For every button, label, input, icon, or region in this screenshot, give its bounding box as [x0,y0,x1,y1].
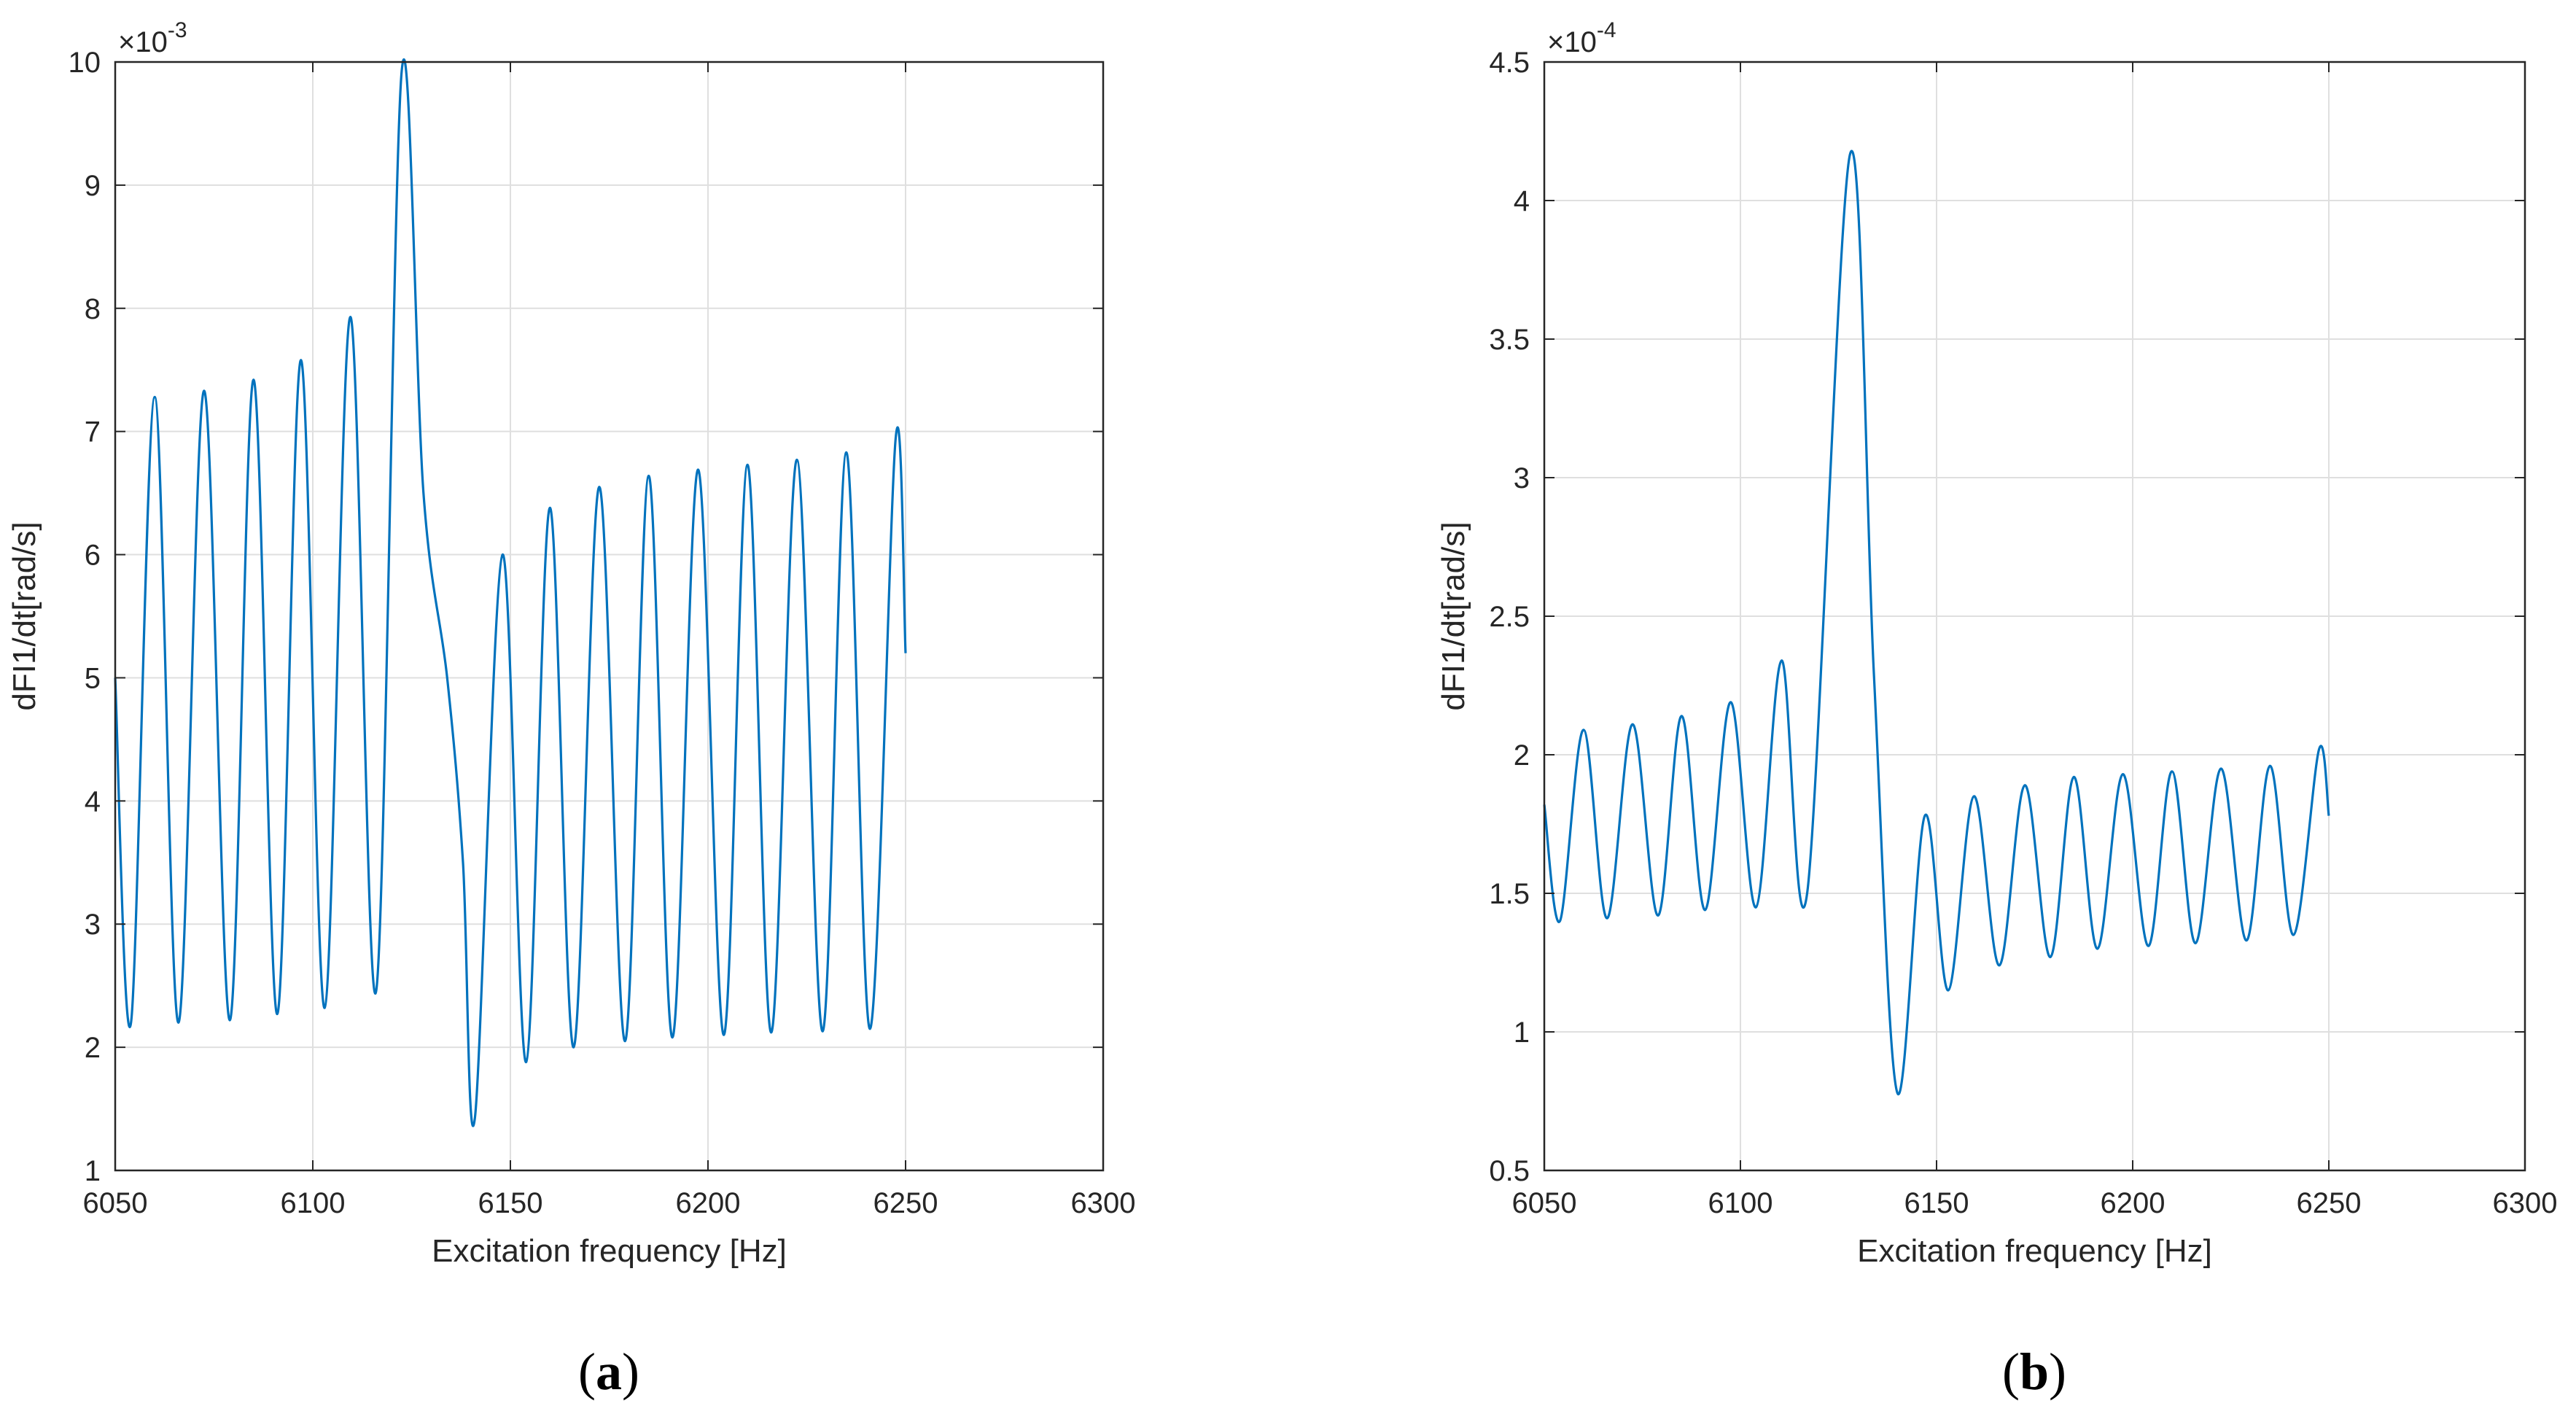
caption-close-paren: ) [2049,1343,2066,1401]
y-tick-label: 10 [69,47,101,79]
x-tick-label: 6050 [1512,1187,1577,1219]
y-exponent-label: ×10-4 [1547,18,1616,58]
y-exponent-base: ×10 [1547,26,1597,58]
y-tick-label: 2 [1514,739,1530,772]
y-tick-label: 4 [1514,185,1530,217]
caption-open-paren: ( [2002,1343,2020,1401]
x-axis-label: Excitation frequency [Hz] [1857,1233,2212,1269]
y-tick-label: 1.5 [1489,878,1530,910]
axes-box [114,61,1105,1172]
panel-caption: (a) [578,1343,639,1401]
x-tick-label: 6150 [1904,1187,1969,1219]
y-axis-label: dFI1/dt[rad/s] [1436,521,1471,710]
y-exponent-label: ×10-3 [118,18,187,58]
y-tick-label: 9 [85,170,101,202]
x-tick-label: 6050 [83,1187,148,1219]
y-tick-label: 1 [85,1155,101,1187]
y-exponent-base: ×10 [118,26,168,58]
ticks: 6050 6100 6150 6200 6250 6300 0.5 1 1.5 2 2.5 3 3.5 4… [1489,47,2557,1219]
y-tick-label: 4.5 [1489,47,1530,79]
x-tick-label: 6150 [478,1187,543,1219]
x-tick-label: 6250 [873,1187,938,1219]
series-line [114,58,907,1127]
y-tick-label: 4 [85,785,101,817]
caption-close-paren: ) [622,1343,639,1401]
y-tick-label: 6 [85,540,101,572]
ticks: 6050 6100 6150 6200 6250 6300 1 2 3 4 5 6 7 8 9 10 [69,47,1136,1219]
caption-letter: b [2020,1343,2049,1401]
grid [1544,62,2525,1170]
y-tick-label: 2 [85,1032,101,1064]
series-line [1543,149,2330,1096]
y-tick-label: 0.5 [1489,1155,1530,1187]
grid [115,62,1103,1170]
panel-caption: (b) [2002,1343,2066,1401]
x-axis-label: Excitation frequency [Hz] [432,1233,787,1269]
x-tick-label: 6200 [676,1187,741,1219]
y-tick-label: 1 [1514,1017,1530,1049]
x-tick-label: 6300 [1071,1187,1136,1219]
y-exponent-power: -3 [168,18,187,42]
chart-panel-b: 6050 6100 6150 6200 6250 6300 0.5 1 1.5 2 2.5 3 3.5 4… [1436,18,2557,1401]
y-axis-label: dFI1/dt[rad/s] [7,521,42,710]
x-tick-label: 6200 [2101,1187,2166,1219]
y-tick-label: 3 [1514,462,1530,494]
caption-open-paren: ( [578,1343,596,1401]
x-tick-label: 6300 [2493,1187,2558,1219]
y-tick-label: 8 [85,293,101,325]
x-tick-label: 6100 [281,1187,346,1219]
x-tick-label: 6250 [2297,1187,2362,1219]
y-tick-label: 5 [85,662,101,694]
y-tick-label: 2.5 [1489,601,1530,633]
caption-letter: a [596,1343,622,1401]
y-tick-label: 3 [85,909,101,941]
x-tick-label: 6100 [1708,1187,1773,1219]
chart-panel-a: 6050 6100 6150 6200 6250 6300 1 2 3 4 5 6 7 8 9 10 ×10-3… [7,18,1135,1401]
y-tick-label: 3.5 [1489,324,1530,356]
y-exponent-power: -4 [1597,18,1616,42]
y-tick-label: 7 [85,416,101,448]
